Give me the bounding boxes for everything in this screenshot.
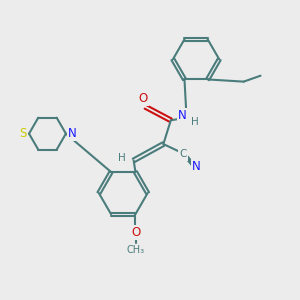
Text: N: N <box>68 127 77 140</box>
Text: S: S <box>19 127 26 140</box>
Text: H: H <box>191 117 199 128</box>
Text: O: O <box>131 226 141 239</box>
Text: N: N <box>178 109 187 122</box>
Text: CH₃: CH₃ <box>127 245 145 256</box>
Text: N: N <box>192 160 200 173</box>
Text: H: H <box>118 153 126 163</box>
Text: O: O <box>139 92 148 105</box>
Text: C: C <box>179 149 186 160</box>
